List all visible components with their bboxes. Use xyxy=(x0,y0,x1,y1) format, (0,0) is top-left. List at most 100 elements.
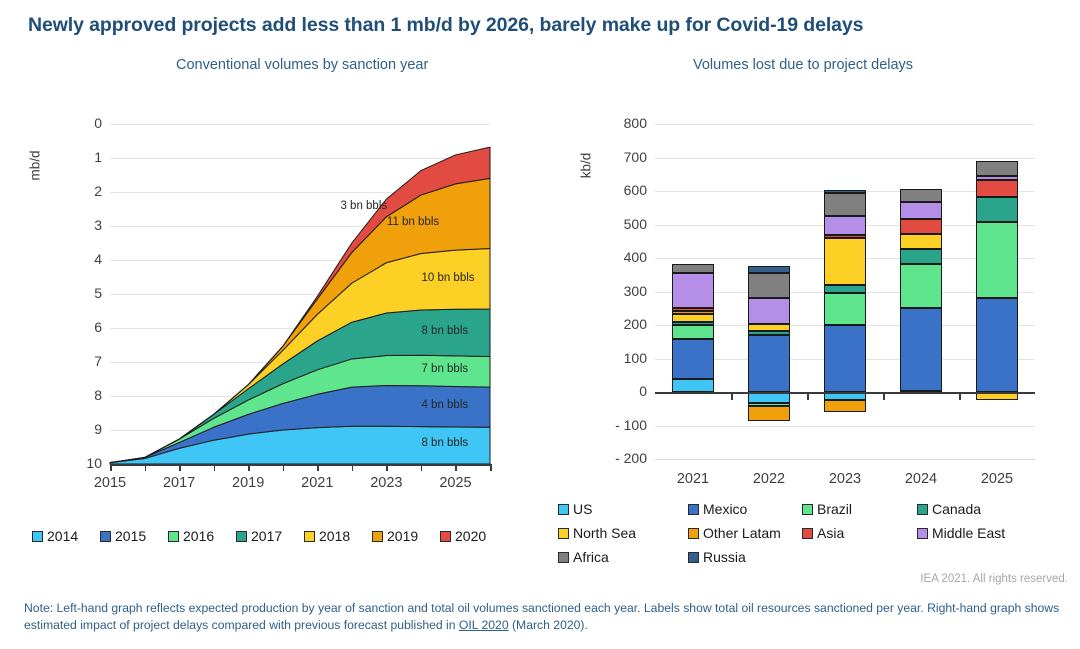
legend-item-middle-east[interactable]: Middle East xyxy=(917,525,1005,541)
legend-item-2019[interactable]: 2019 xyxy=(372,528,418,544)
right-y-tick: 0 xyxy=(639,383,647,399)
left-y-tick: 8 xyxy=(94,387,102,403)
left-y-tick: 6 xyxy=(94,319,102,335)
legend-item-label: Asia xyxy=(817,525,845,541)
right-y-tick: 700 xyxy=(623,148,647,165)
bar-segment xyxy=(976,161,1018,177)
left-y-tick: 1 xyxy=(94,149,102,165)
legend-item-label: Middle East xyxy=(932,525,1006,541)
legend-swatch-icon xyxy=(917,527,928,539)
left-y-tick: 9 xyxy=(94,421,102,437)
left-y-tick: 7 xyxy=(94,353,102,369)
legend-item-asia[interactable]: Asia xyxy=(802,525,844,541)
bar-segment xyxy=(824,216,866,235)
legend-swatch-icon xyxy=(802,503,813,515)
legend-item-canada[interactable]: Canada xyxy=(917,501,981,517)
bar-segment xyxy=(748,324,790,332)
right-x-tickmark xyxy=(807,392,809,400)
legend-item-other-latam[interactable]: Other Latam xyxy=(688,525,781,541)
gridline xyxy=(655,124,1035,125)
legend-item-label: 2019 xyxy=(387,528,419,544)
legend-item-2020[interactable]: 2020 xyxy=(440,528,486,544)
left-x-tickmark xyxy=(179,464,181,471)
legend-item-2016[interactable]: 2016 xyxy=(168,528,214,544)
legend-swatch-icon xyxy=(688,551,699,563)
bar-segment xyxy=(900,202,942,219)
right-y-tick: 500 xyxy=(623,215,647,232)
bar-segment xyxy=(672,272,714,308)
legend-item-label: 2014 xyxy=(47,528,79,544)
legend-swatch-icon xyxy=(236,530,247,542)
bar-segment xyxy=(672,264,714,273)
right-y-tick: - 200 xyxy=(615,450,647,466)
legend-item-label: Russia xyxy=(703,549,746,565)
gridline xyxy=(655,425,1035,427)
legend-item-2018[interactable]: 2018 xyxy=(304,528,350,544)
bar-segment xyxy=(976,180,1018,198)
legend-swatch-icon xyxy=(917,503,928,515)
right-x-tickmark xyxy=(731,392,733,400)
bar-segment xyxy=(824,325,866,392)
left-x-tick: 2015 xyxy=(93,475,127,491)
bar-segment xyxy=(824,192,866,217)
right-y-tick: 100 xyxy=(623,349,647,366)
left-y-tick: 0 xyxy=(94,115,102,131)
copyright-credit: IEA 2021. All rights reserved. xyxy=(920,573,1068,585)
right-x-tick: 2022 xyxy=(752,471,786,487)
bar-segment xyxy=(976,297,1018,392)
footnote-part2: (March 2020). xyxy=(508,618,588,633)
left-x-tickmark xyxy=(351,464,354,471)
left-y-tick: 10 xyxy=(86,455,102,471)
legend-item-2017[interactable]: 2017 xyxy=(236,528,282,544)
legend-swatch-icon xyxy=(168,530,179,542)
legend-item-2014[interactable]: 2014 xyxy=(32,528,78,544)
bar-segment xyxy=(748,273,790,299)
legend-swatch-icon xyxy=(558,503,569,515)
left-x-tickmark xyxy=(248,464,250,471)
legend-item-mexico[interactable]: Mexico xyxy=(688,501,747,517)
legend-item-us[interactable]: US xyxy=(558,501,592,517)
bar-segment xyxy=(824,400,866,413)
legend-item-brazil[interactable]: Brazil xyxy=(802,501,852,517)
left-x-tick: 2023 xyxy=(370,475,403,491)
gridline xyxy=(110,226,490,227)
gridline xyxy=(655,157,1035,159)
legend-swatch-icon xyxy=(802,527,813,539)
legend-item-2015[interactable]: 2015 xyxy=(100,528,146,544)
right-x-tickmark xyxy=(959,392,961,400)
left-x-tickmark xyxy=(282,464,285,471)
bar-segment xyxy=(748,403,790,406)
legend-item-label: North Sea xyxy=(573,525,637,541)
bar-segment xyxy=(672,378,714,392)
bar-segment xyxy=(900,248,942,265)
left-x-tickmark xyxy=(213,464,216,471)
bar-segment xyxy=(900,307,942,392)
legend-item-north-sea[interactable]: North Sea xyxy=(558,525,636,541)
area-value-label: 7 bn bbls xyxy=(421,363,469,376)
left-x-tickmark xyxy=(455,464,457,471)
bar-segment xyxy=(672,307,714,312)
bar-segment xyxy=(672,311,714,314)
right-y-tick: 800 xyxy=(623,115,647,131)
footnote: Note: Left-hand graph reflects expected … xyxy=(24,600,1064,635)
bar-segment xyxy=(824,237,866,285)
area-value-label: 3 bn bbls xyxy=(340,199,388,212)
right-y-tick: - 100 xyxy=(615,416,647,433)
legend-item-africa[interactable]: Africa xyxy=(558,549,609,565)
bar-segment xyxy=(748,335,790,392)
right-y-tick: 200 xyxy=(623,316,647,332)
bar-segment xyxy=(900,233,942,249)
right-bottom-axis-line xyxy=(655,459,1035,460)
legend-swatch-icon xyxy=(32,530,43,542)
bar-segment xyxy=(824,234,866,238)
bar-segment xyxy=(824,189,866,193)
bar-segment xyxy=(672,322,714,325)
oil-2020-link[interactable]: OIL 2020 xyxy=(458,618,509,633)
legend-item-label: 2020 xyxy=(455,528,487,544)
bar-segment xyxy=(900,218,942,234)
legend-item-russia[interactable]: Russia xyxy=(688,549,746,565)
